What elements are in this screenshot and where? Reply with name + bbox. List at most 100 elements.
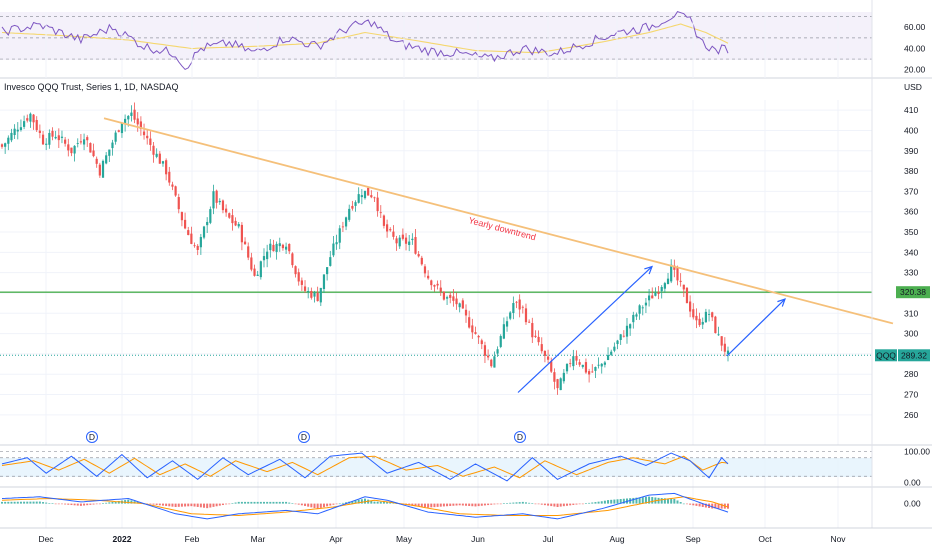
macd-bar [477,503,480,507]
macd-bar [496,503,499,505]
candle-body [92,150,95,157]
candle-body [404,237,408,244]
macd-bar [442,503,445,507]
candle-body [518,299,521,310]
macd-bar [256,501,259,504]
macd-bar [682,503,685,505]
candle-body [86,137,89,141]
macd-bar [335,503,338,505]
candle-body [695,315,698,321]
candle-body [10,132,13,141]
candles [0,102,730,395]
candle-body [177,197,180,210]
y-tick-label: 270 [904,390,918,400]
macd-tick-label: 0.00 [904,499,921,509]
macd-bar [259,501,262,504]
macd-bar [569,503,572,506]
dividend-marker[interactable]: D [298,431,310,443]
macd-panel: 0.00 [1,492,921,520]
candle-body [572,356,575,367]
macd-bar [414,503,417,507]
price-panel: Invesco QQQ Trust, Series 1, 1D, NASDAQ … [0,12,930,528]
macd-bar [193,503,196,507]
candle-body [136,118,139,125]
macd-bar [262,501,265,504]
candle-body [597,364,600,366]
candle-body [720,336,723,346]
candle-body [0,144,4,147]
macd-bar [7,501,10,504]
macd-bar [291,503,294,504]
macd-bar [635,497,638,504]
candle-body [133,109,136,120]
macd-line [1,492,729,520]
macd-bar [692,503,695,506]
y-tick-label: 300 [904,329,918,339]
macd-bar [174,503,177,507]
macd-bar [449,503,452,506]
candle-body [348,208,351,220]
dividend-marker[interactable]: D [514,431,526,443]
candle-body [398,237,401,247]
candle-body [575,355,578,361]
macd-bar [581,503,584,505]
macd-bar [332,503,335,505]
candle-body [338,228,341,243]
candle-body [468,317,471,328]
candle-body [149,138,152,145]
candle-body [395,238,398,244]
candle-body [95,158,98,164]
macd-bar [294,503,297,505]
candle-body [41,134,45,145]
macd-bar [534,503,537,505]
candle-body [187,230,190,236]
macd-bar [83,503,86,506]
candle-body [101,160,105,178]
y-axis-label: USD [904,82,922,92]
candle-body [269,243,272,251]
macd-bar [610,499,613,504]
macd-bar [550,503,553,507]
candle-body [351,205,354,209]
candle-body [171,184,174,187]
candle-body [73,145,76,154]
macd-bar [304,503,307,506]
candle-body [499,336,502,347]
candle-body [291,253,294,266]
macd-bar [42,502,45,504]
x-tick-label: Sep [685,534,700,544]
candle-body [502,324,505,339]
macd-bar [502,503,505,504]
rsi-ma-line [1,23,729,54]
macd-bar [57,503,60,505]
macd-bar [190,503,193,507]
candle-body [420,257,423,265]
y-tick-label: 280 [904,369,918,379]
candle-body [543,350,547,356]
candle-body [237,224,240,227]
candle-body [698,318,701,326]
dividend-marker[interactable]: D [86,431,98,443]
candle-body [19,127,23,131]
x-tick-label: 2022 [113,534,132,544]
candle-body [357,194,360,203]
rsi-tick-label: 20.00 [904,65,926,75]
candle-body [16,129,19,132]
macd-bar [199,503,202,508]
macd-bar [458,503,461,506]
macd-bar [616,499,619,504]
last-price-badge [898,349,930,362]
candle-body [534,335,537,337]
candle-body [423,266,427,274]
macd-bar [196,503,199,507]
macd-bar [111,501,114,504]
macd-bar [433,503,436,508]
macd-bar [4,501,7,504]
macd-bar [389,502,392,504]
macd-bar [411,503,414,506]
candle-body [38,130,41,133]
candle-body [483,345,487,356]
macd-bar [360,499,363,504]
macd-bar [86,503,89,506]
